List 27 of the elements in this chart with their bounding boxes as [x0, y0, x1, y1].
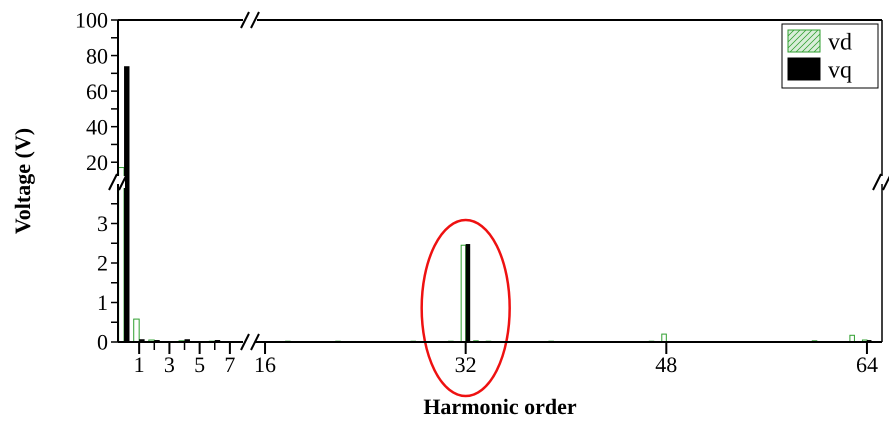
y-axis-title: Voltage (V)	[10, 128, 35, 234]
y-tick-label: 100	[75, 8, 108, 33]
x-tick-label: 1	[134, 352, 145, 377]
y-tick-label: 40	[86, 114, 108, 140]
y-tick-label: 2	[97, 250, 108, 276]
x-tick-label: 3	[164, 352, 175, 377]
legend-label: vd	[828, 29, 852, 56]
y-tick-label: 3	[97, 211, 108, 236]
x-axis-title: Harmonic order	[423, 394, 577, 419]
bar	[460, 244, 466, 342]
bar	[148, 340, 155, 342]
y-tick-label: 80	[86, 43, 108, 68]
x-tick-label: 7	[224, 352, 236, 377]
bar	[133, 318, 140, 342]
legend-label: vq	[828, 57, 852, 84]
bar	[862, 340, 868, 342]
y-tick-label: 0	[97, 330, 108, 355]
y-tick-label: 1	[97, 290, 108, 316]
x-tick-label: 32	[454, 352, 477, 377]
x-tick-label: 5	[194, 352, 206, 377]
y-tick-label: 20	[86, 150, 108, 175]
x-tick-label: 16	[254, 352, 276, 377]
x-tick-label: 64	[856, 352, 878, 377]
bar	[661, 334, 667, 342]
x-tick-label: 48	[655, 352, 678, 377]
y-tick-label: 60	[86, 78, 108, 104]
bar	[849, 334, 855, 342]
